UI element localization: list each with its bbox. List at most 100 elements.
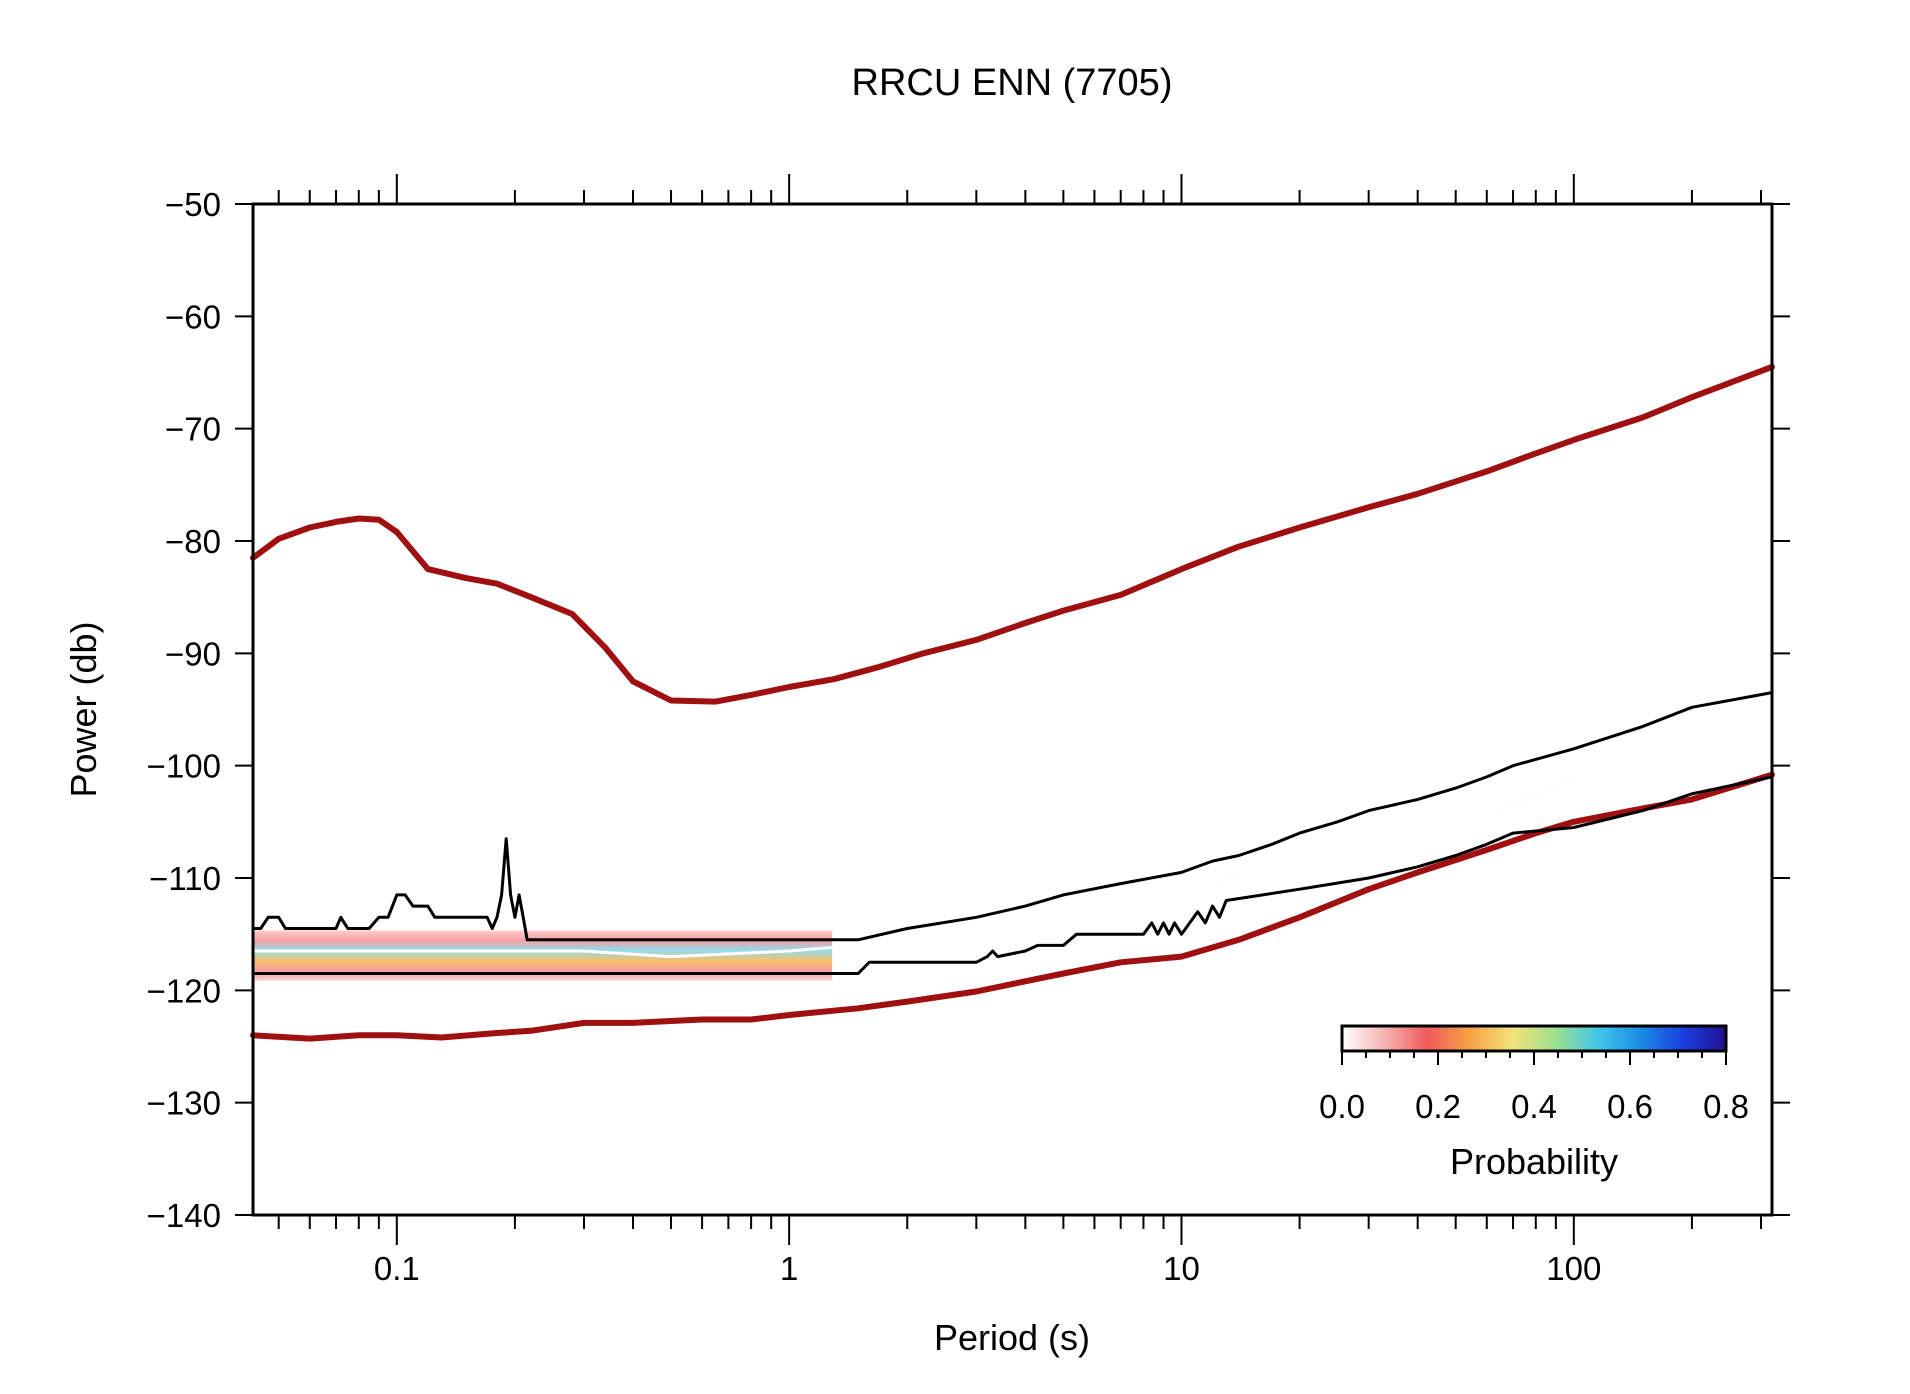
heatmap-cell	[364, 930, 371, 981]
heatmap-cell	[428, 930, 435, 981]
heatmap-cell	[825, 930, 833, 981]
heatmap-cell	[328, 930, 336, 981]
y-tick-label: −60	[165, 298, 221, 335]
series-percentile-low	[251, 775, 1774, 975]
heatmap-cell	[305, 930, 313, 981]
heatmap-cell	[580, 930, 587, 981]
heatmap-cell	[311, 930, 319, 981]
colorbar-tick-label: 0.2	[1415, 1088, 1461, 1125]
heatmap-cell	[393, 930, 400, 981]
y-tick-label: −70	[165, 411, 221, 448]
heatmap-cell	[761, 930, 768, 981]
x-tick-label: 100	[1546, 1250, 1601, 1287]
chart-title: RRCU ENN (7705)	[852, 62, 1173, 104]
heatmap-cell	[317, 930, 324, 981]
heatmap-cell	[597, 930, 605, 981]
heatmap-cell	[258, 930, 266, 981]
x-tick-label: 10	[1163, 1250, 1200, 1287]
heatmap-cell	[264, 930, 272, 981]
plot-frame	[251, 202, 1774, 1217]
heatmap-cell	[767, 930, 774, 981]
heatmap-cell	[609, 930, 617, 981]
heatmap-cell	[486, 930, 494, 981]
y-tick-label: −140	[147, 1197, 221, 1234]
heatmap-cell	[358, 930, 365, 981]
heatmap-cell	[732, 930, 739, 981]
heatmap-cell	[276, 930, 284, 981]
heatmap-cell	[521, 930, 529, 981]
heatmap-cell	[346, 930, 354, 981]
heatmap-cell	[778, 930, 786, 981]
heatmap-cell	[568, 930, 576, 981]
heatmap-cell	[387, 930, 395, 981]
heatmap-cell	[340, 930, 348, 981]
y-tick-label: −50	[165, 186, 221, 223]
colorbar-tick-label: 0.6	[1607, 1088, 1653, 1125]
heatmap-cell	[404, 930, 412, 981]
heatmap-cell	[416, 930, 424, 981]
heatmap-cell	[556, 930, 564, 981]
heatmap-cell	[288, 930, 295, 981]
heatmap-cell	[299, 930, 307, 981]
heatmap-cell	[422, 930, 430, 981]
heatmap-cell	[603, 930, 611, 981]
heatmap-cell	[790, 930, 798, 981]
plot-lines	[250, 363, 1775, 1042]
heatmap-cell	[545, 930, 552, 981]
heatmap-cell	[591, 930, 599, 981]
colorbar-tick-label: 0.4	[1511, 1088, 1557, 1125]
heatmap-cell	[463, 930, 470, 981]
heatmap-cell	[293, 930, 301, 981]
series-mode	[251, 719, 1774, 959]
heatmap-cell	[399, 930, 406, 981]
heatmap-cell	[492, 930, 500, 981]
y-tick-label: −110	[149, 860, 221, 897]
heatmap-cell	[375, 930, 383, 981]
heatmap-cell	[749, 930, 757, 981]
x-tick-label: 1	[780, 1250, 798, 1287]
heatmap-cell	[772, 930, 780, 981]
x-axis-label: Period (s)	[934, 1317, 1090, 1358]
heatmap-cell	[796, 930, 803, 981]
heatmap-cell	[813, 930, 821, 981]
heatmap-cell	[434, 930, 441, 981]
y-axis-label: Power (db)	[63, 621, 104, 797]
heatmap-cell	[802, 930, 809, 981]
x-tick-label: 0.1	[374, 1250, 420, 1287]
heatmap-cell	[615, 930, 622, 981]
heatmap-cell	[755, 930, 763, 981]
heatmap-cell	[586, 930, 593, 981]
heatmap-cell	[439, 930, 447, 981]
heatmap-cell	[737, 930, 745, 981]
heatmap-cell	[498, 930, 506, 981]
heatmap-cell	[480, 930, 488, 981]
heatmap-cell	[819, 930, 827, 981]
heatmap-cell	[527, 930, 535, 981]
heatmap-cell	[475, 930, 482, 981]
heatmap-cell	[515, 930, 523, 981]
heatmap-cell	[334, 930, 342, 981]
heatmap-cell	[510, 930, 517, 981]
series-low-noise-model	[250, 771, 1775, 1042]
series-percentile-high	[251, 691, 1774, 942]
heatmap-cell	[451, 930, 459, 981]
series-high-noise-model	[250, 363, 1775, 705]
heatmap-cell	[562, 930, 570, 981]
y-axis-ticks: −50 −60 −70 −80 −90 −100 −110 −120 −130 −140	[147, 186, 1790, 1234]
colorbar-label: Probability	[1450, 1141, 1618, 1182]
heatmap-cell	[574, 930, 581, 981]
heatmap-cell	[282, 930, 289, 981]
heatmap-cell	[743, 930, 751, 981]
heatmap-cell	[808, 930, 815, 981]
heatmap-cell	[621, 930, 628, 981]
y-tick-label: −80	[165, 523, 221, 560]
heatmap-cell	[352, 930, 359, 981]
heatmap-cell	[457, 930, 465, 981]
heatmap-cell	[445, 930, 453, 981]
heatmap-cell	[323, 930, 330, 981]
heatmap-cell	[504, 930, 511, 981]
colorbar: 0.0 0.2 0.4 0.6 0.8	[1319, 1024, 1749, 1125]
heatmap-cell	[381, 930, 389, 981]
